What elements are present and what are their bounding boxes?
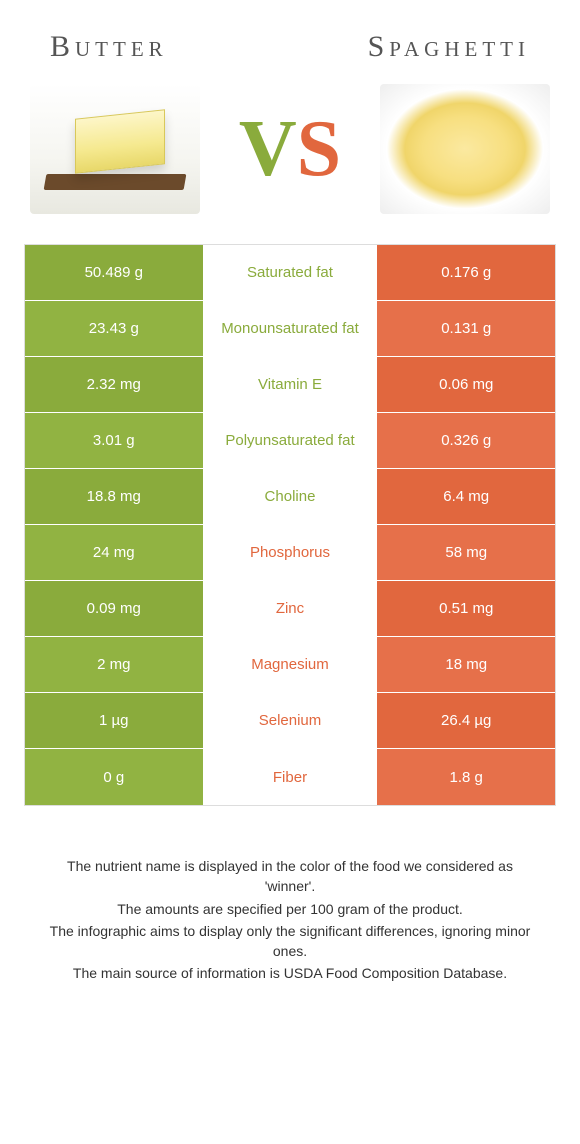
- left-value: 2 mg: [25, 637, 203, 692]
- nutrient-name: Vitamin E: [203, 357, 378, 412]
- vs-v-letter: V: [239, 105, 297, 193]
- right-value: 0.51 mg: [377, 581, 555, 636]
- table-row: 23.43 gMonounsaturated fat0.131 g: [25, 301, 555, 357]
- right-value: 0.326 g: [377, 413, 555, 468]
- butter-image: [30, 84, 200, 214]
- nutrient-name: Selenium: [203, 693, 378, 748]
- hero-row: VS: [20, 84, 560, 244]
- nutrient-name: Choline: [203, 469, 378, 524]
- table-row: 50.489 gSaturated fat0.176 g: [25, 245, 555, 301]
- vs-s-letter: S: [297, 105, 342, 193]
- right-value: 6.4 mg: [377, 469, 555, 524]
- footnotes: The nutrient name is displayed in the co…: [20, 806, 560, 1006]
- left-value: 24 mg: [25, 525, 203, 580]
- right-value: 1.8 g: [377, 749, 555, 805]
- table-row: 1 µgSelenium26.4 µg: [25, 693, 555, 749]
- table-row: 18.8 mgCholine6.4 mg: [25, 469, 555, 525]
- nutrient-name: Magnesium: [203, 637, 378, 692]
- footnote-line: The nutrient name is displayed in the co…: [40, 856, 540, 897]
- table-row: 0 gFiber1.8 g: [25, 749, 555, 805]
- nutrient-name: Polyunsaturated fat: [203, 413, 378, 468]
- left-value: 50.489 g: [25, 245, 203, 300]
- footnote-line: The amounts are specified per 100 gram o…: [40, 899, 540, 919]
- butter-block-shape: [75, 109, 165, 173]
- right-value: 26.4 µg: [377, 693, 555, 748]
- nutrient-name: Phosphorus: [203, 525, 378, 580]
- right-value: 18 mg: [377, 637, 555, 692]
- nutrient-name: Saturated fat: [203, 245, 378, 300]
- nutrient-table: 50.489 gSaturated fat0.176 g23.43 gMonou…: [24, 244, 556, 806]
- title-right: Spaghetti: [368, 30, 530, 64]
- left-value: 23.43 g: [25, 301, 203, 356]
- nutrient-name: Monounsaturated fat: [203, 301, 378, 356]
- footnote-line: The main source of information is USDA F…: [40, 963, 540, 983]
- title-left: Butter: [50, 30, 168, 64]
- nutrient-name: Zinc: [203, 581, 378, 636]
- table-row: 2 mgMagnesium18 mg: [25, 637, 555, 693]
- left-value: 1 µg: [25, 693, 203, 748]
- left-value: 18.8 mg: [25, 469, 203, 524]
- left-value: 0.09 mg: [25, 581, 203, 636]
- right-value: 0.176 g: [377, 245, 555, 300]
- title-row: Butter Spaghetti: [20, 20, 560, 84]
- table-row: 2.32 mgVitamin E0.06 mg: [25, 357, 555, 413]
- left-value: 0 g: [25, 749, 203, 805]
- nutrient-name: Fiber: [203, 749, 378, 805]
- footnote-line: The infographic aims to display only the…: [40, 921, 540, 962]
- right-value: 0.131 g: [377, 301, 555, 356]
- left-value: 3.01 g: [25, 413, 203, 468]
- left-value: 2.32 mg: [25, 357, 203, 412]
- table-row: 0.09 mgZinc0.51 mg: [25, 581, 555, 637]
- right-value: 0.06 mg: [377, 357, 555, 412]
- table-row: 3.01 gPolyunsaturated fat0.326 g: [25, 413, 555, 469]
- vs-label: VS: [239, 104, 341, 195]
- table-row: 24 mgPhosphorus58 mg: [25, 525, 555, 581]
- right-value: 58 mg: [377, 525, 555, 580]
- spaghetti-image: [380, 84, 550, 214]
- butter-board-shape: [44, 174, 187, 190]
